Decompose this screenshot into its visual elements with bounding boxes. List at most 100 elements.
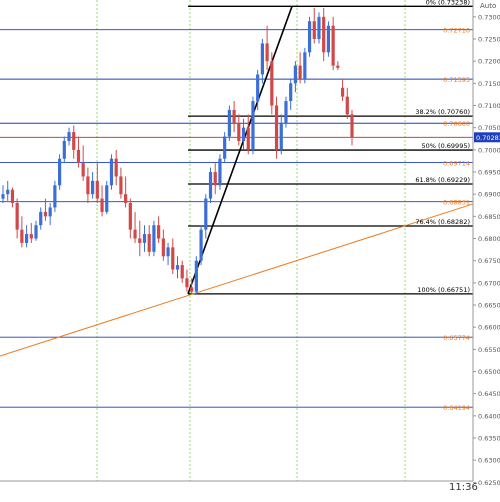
bear-candle[interactable] [138,238,142,243]
bull-candle[interactable] [293,65,298,84]
bull-candle[interactable] [279,123,283,150]
bear-candle[interactable] [312,21,316,40]
bull-candle[interactable] [303,52,307,79]
bull-candle[interactable] [105,185,109,212]
bear-candle[interactable] [114,158,118,177]
bull-candle[interactable] [251,101,255,150]
bull-candle[interactable] [204,198,208,230]
fib-level-label: 76.4% (0.68282) [415,218,470,226]
bear-candle[interactable] [161,238,165,257]
bull-candle[interactable] [91,180,95,195]
bear-candle[interactable] [147,234,151,252]
auto-label[interactable]: Auto [480,2,496,10]
bull-candle[interactable] [175,265,180,270]
bull-candle[interactable] [241,127,246,141]
bear-candle[interactable] [190,287,194,292]
bear-candle[interactable] [20,229,24,243]
bear-candle[interactable] [237,123,241,141]
bear-candle[interactable] [29,234,33,239]
bull-candle[interactable] [199,229,203,261]
bear-candle[interactable] [340,87,345,97]
bull-candle[interactable] [142,234,147,243]
bull-candle[interactable] [218,158,222,186]
bear-candle[interactable] [157,225,161,239]
bear-candle[interactable] [43,211,48,217]
time-label: 11:36 [449,482,478,493]
bear-candle[interactable] [86,176,90,195]
bear-candle[interactable] [100,198,104,212]
bull-candle[interactable] [223,136,227,159]
orange-trendline[interactable] [0,203,474,357]
bull-candle[interactable] [34,225,38,239]
bull-candle[interactable] [284,101,288,124]
fib-level-label: 100% (0.66751) [417,286,470,294]
level-label: 0.64194 [443,404,470,412]
bear-candle[interactable] [270,61,274,106]
bull-candle[interactable] [166,247,170,257]
bull-candle[interactable] [152,225,156,252]
bull-candle[interactable] [62,140,66,159]
bull-candle[interactable] [227,109,231,137]
bear-candle[interactable] [133,229,137,239]
bear-candle[interactable] [15,203,19,230]
bull-candle[interactable] [260,43,264,75]
bear-candle[interactable] [322,16,326,53]
bear-candle[interactable] [72,132,76,150]
bull-candle[interactable] [307,21,312,53]
bull-candle[interactable] [67,132,71,141]
bull-candle[interactable] [194,260,198,292]
bear-candle[interactable] [331,25,335,66]
bull-candle[interactable] [39,211,43,226]
bull-candle[interactable] [6,189,10,195]
bear-candle[interactable] [95,180,99,199]
bull-candle[interactable] [326,25,331,53]
bear-candle[interactable] [180,265,184,279]
bull-candle[interactable] [256,74,260,102]
bear-candle[interactable] [298,65,302,79]
level-label: 0.65774 [443,334,470,342]
bull-candle[interactable] [48,207,52,217]
bull-candle[interactable] [109,158,114,186]
level-label: 0.69714 [443,160,470,168]
bear-candle[interactable] [119,176,123,195]
bear-candle[interactable] [185,278,189,288]
bear-candle[interactable] [124,194,128,204]
bear-candle[interactable] [232,109,236,124]
bear-candle[interactable] [171,247,175,270]
bear-candle[interactable] [10,189,15,204]
bear-candle[interactable] [128,203,132,230]
bull-candle[interactable] [317,16,321,40]
bull-candle[interactable] [53,185,57,208]
black-trendline[interactable] [187,6,293,295]
bull-candle[interactable] [24,234,29,243]
bear-candle[interactable] [81,163,85,177]
bear-candle[interactable] [345,96,349,115]
bear-candle[interactable] [350,114,354,138]
bull-candle[interactable] [289,83,293,102]
bull-candle[interactable] [208,172,213,199]
bear-candle[interactable] [336,65,340,68]
bear-candle[interactable] [265,43,269,62]
bull-candle[interactable] [57,158,62,186]
level-label: 0.70600 [443,120,470,128]
bear-candle[interactable] [246,127,250,150]
level-label: 0.71595 [443,76,470,84]
bear-candle[interactable] [213,172,217,186]
bear-candle[interactable] [274,105,279,150]
bear-candle[interactable] [76,149,81,164]
bull-candle[interactable] [1,194,5,199]
